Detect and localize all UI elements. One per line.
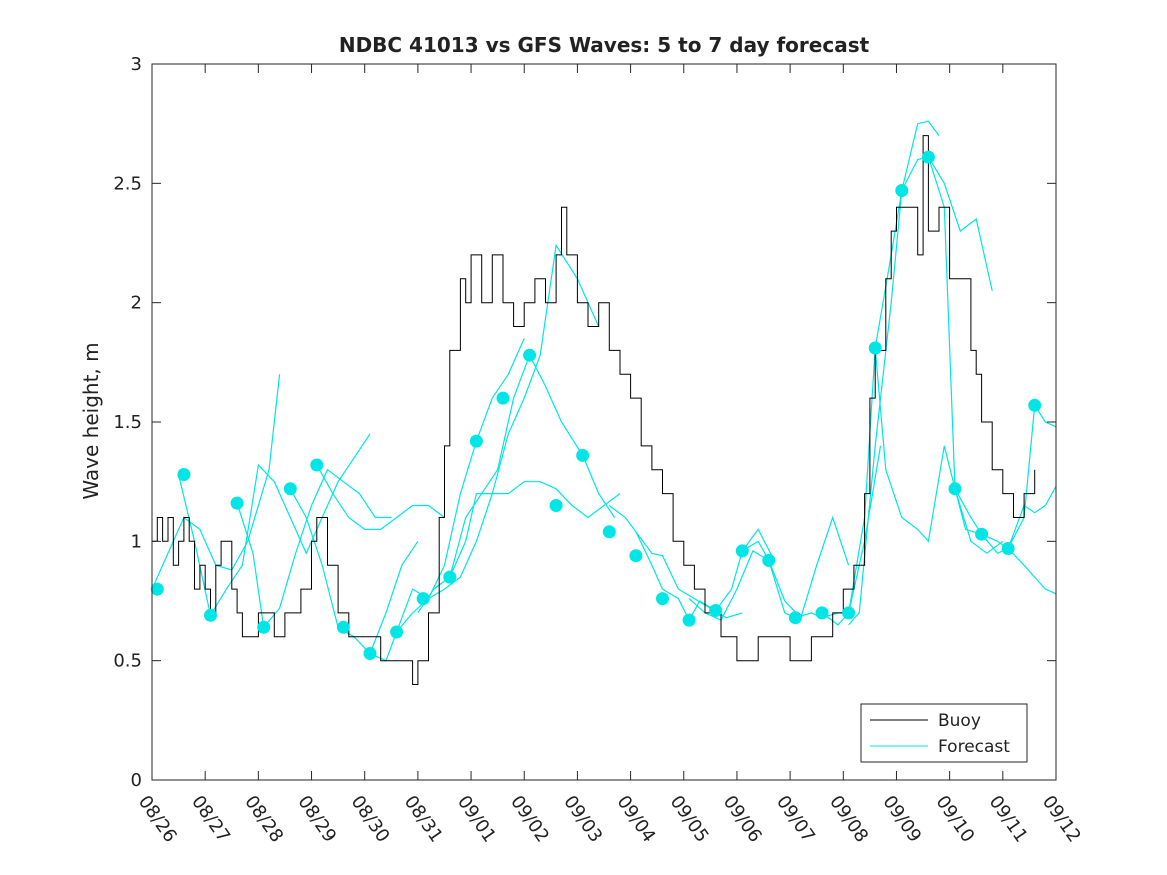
x-tick-label-2: 08/28 bbox=[240, 792, 287, 847]
forecast-marker-4 bbox=[230, 496, 244, 510]
y-axis-ticks: 0 0.5 1 1.5 2 2.5 3 bbox=[113, 54, 1056, 791]
x-tick-label-14: 09/09 bbox=[878, 792, 925, 847]
forecast-marker-26 bbox=[815, 606, 829, 620]
forecast-markers bbox=[150, 150, 1042, 660]
forecast-marker-9 bbox=[363, 647, 377, 660]
forecast-marker-7 bbox=[310, 458, 324, 472]
forecast-marker-31 bbox=[948, 482, 962, 496]
forecast-line-2 bbox=[178, 433, 371, 617]
y-tick-label-6: 3 bbox=[131, 54, 142, 75]
x-tick-label-1: 08/27 bbox=[187, 792, 234, 847]
forecast-marker-32 bbox=[975, 527, 989, 541]
forecast-marker-12 bbox=[443, 570, 457, 584]
forecast-marker-19 bbox=[629, 549, 643, 563]
y-tick-label-3: 1.5 bbox=[113, 412, 142, 433]
x-tick-label-12: 09/07 bbox=[772, 792, 819, 847]
x-tick-label-7: 09/02 bbox=[506, 792, 553, 847]
legend: Buoy Forecast bbox=[860, 703, 1028, 763]
legend-box bbox=[860, 703, 1028, 763]
plot-area-frame bbox=[151, 63, 1057, 781]
x-tick-label-6: 09/01 bbox=[453, 792, 500, 847]
x-tick-label-4: 08/30 bbox=[347, 792, 394, 847]
forecast-line-7 bbox=[396, 243, 600, 633]
forecast-line-14 bbox=[821, 120, 940, 626]
forecast-marker-3 bbox=[204, 608, 217, 622]
forecast-line-16 bbox=[874, 347, 1004, 555]
y-tick-label-0: 0 bbox=[131, 770, 142, 791]
forecast-marker-15 bbox=[523, 348, 537, 362]
chart-title: NDBC 41013 vs GFS Waves: 5 to 7 day fore… bbox=[339, 33, 870, 57]
x-tick-label-0: 08/26 bbox=[134, 792, 181, 847]
forecast-marker-10 bbox=[390, 625, 404, 639]
x-tick-label-11: 09/06 bbox=[719, 792, 766, 847]
forecast-marker-30 bbox=[921, 150, 935, 164]
buoy-line bbox=[152, 135, 1036, 685]
forecast-line-1 bbox=[151, 374, 281, 590]
forecast-marker-34 bbox=[1028, 398, 1042, 412]
x-tick-label-13: 09/08 bbox=[825, 792, 872, 847]
forecast-line-5 bbox=[316, 464, 445, 531]
forecast-line-3 bbox=[236, 468, 392, 629]
forecast-marker-20 bbox=[656, 592, 669, 606]
forecast-line-19 bbox=[1007, 486, 1057, 549]
forecast-line-15 bbox=[848, 156, 993, 626]
forecast-marker-2 bbox=[177, 468, 191, 481]
x-tick-label-16: 09/11 bbox=[985, 792, 1032, 847]
x-tick-label-15: 09/10 bbox=[932, 792, 979, 847]
forecast-marker-22 bbox=[709, 604, 723, 617]
x-tick-label-8: 09/03 bbox=[559, 792, 606, 847]
forecast-marker-17 bbox=[576, 448, 590, 462]
forecast-marker-24 bbox=[762, 553, 776, 567]
forecast-line-9 bbox=[449, 481, 621, 578]
forecast-line-6 bbox=[369, 338, 525, 662]
forecast-marker-25 bbox=[788, 611, 802, 625]
forecast-marker-29 bbox=[895, 184, 909, 197]
x-tick-label-9: 09/04 bbox=[613, 792, 660, 847]
forecast-series bbox=[151, 120, 1057, 662]
forecast-line-18 bbox=[954, 403, 1057, 550]
forecast-marker-13 bbox=[469, 434, 483, 448]
forecast-marker-6 bbox=[283, 482, 297, 496]
forecast-marker-14 bbox=[496, 391, 510, 405]
forecast-marker-8 bbox=[336, 620, 350, 634]
x-tick-label-17: 09/12 bbox=[1038, 792, 1085, 847]
x-tick-label-10: 09/05 bbox=[666, 792, 713, 847]
forecast-line-17 bbox=[927, 156, 1057, 595]
x-tick-label-5: 08/31 bbox=[400, 792, 447, 847]
forecast-marker-11 bbox=[416, 592, 430, 606]
y-tick-label-4: 2 bbox=[131, 293, 142, 314]
forecast-marker-23 bbox=[735, 544, 749, 558]
legend-buoy-label: Buoy bbox=[938, 711, 981, 731]
forecast-marker-1 bbox=[150, 582, 164, 596]
y-tick-label-5: 2.5 bbox=[113, 173, 142, 194]
forecast-marker-28 bbox=[868, 341, 882, 355]
forecast-marker-18 bbox=[602, 525, 616, 539]
forecast-marker-27 bbox=[842, 606, 856, 620]
y-axis-label: Wave height, m bbox=[79, 342, 103, 499]
forecast-line-13 bbox=[741, 445, 882, 619]
legend-forecast-label: Forecast bbox=[938, 737, 1010, 757]
buoy-series bbox=[152, 135, 1036, 685]
x-tick-label-3: 08/29 bbox=[293, 792, 340, 847]
y-tick-label-2: 1 bbox=[131, 531, 142, 552]
forecast-marker-33 bbox=[1001, 542, 1015, 555]
forecast-marker-16 bbox=[549, 499, 563, 512]
forecast-marker-5 bbox=[257, 620, 271, 634]
y-tick-label-1: 0.5 bbox=[113, 651, 142, 672]
forecast-marker-21 bbox=[682, 613, 696, 627]
forecast-line-11 bbox=[635, 528, 775, 622]
